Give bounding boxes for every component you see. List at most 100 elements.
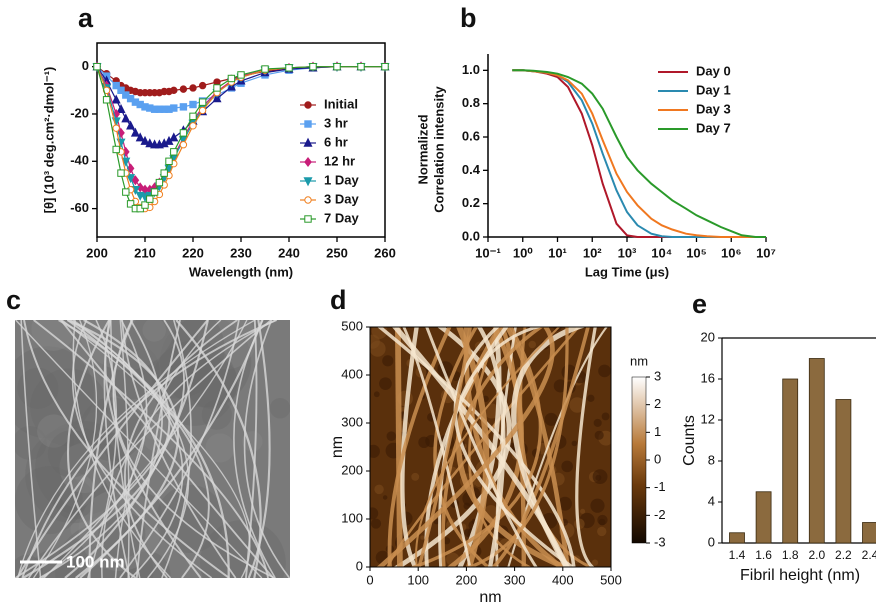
- x-tick-label: 100: [407, 572, 429, 587]
- texture: [571, 440, 578, 447]
- legend-label: Day 7: [696, 120, 731, 135]
- panel-label: e: [692, 289, 707, 319]
- y-axis-label: [θ] (10³ deg.cm²·dmol⁻¹): [41, 67, 56, 214]
- marker: [102, 96, 111, 104]
- marker: [130, 127, 140, 137]
- marker: [126, 120, 136, 130]
- legend-marker: [304, 156, 312, 168]
- fibril: [490, 327, 590, 567]
- marker: [212, 93, 222, 103]
- texture: [37, 414, 71, 448]
- x-tick-label: 400: [552, 572, 574, 587]
- texture: [598, 364, 611, 378]
- texture: [205, 433, 235, 463]
- texture: [561, 460, 573, 473]
- y-tick-label: 1.0: [462, 62, 480, 77]
- fibril: [417, 327, 472, 567]
- marker: [111, 94, 121, 104]
- x-tick-label: 250: [326, 245, 348, 260]
- legend-marker: [303, 177, 313, 187]
- fibril: [119, 320, 130, 578]
- marker: [141, 201, 149, 209]
- legend-label: Day 1: [696, 82, 731, 97]
- legend-label: Initial: [324, 96, 358, 111]
- fibril: [135, 320, 181, 578]
- legend-label: 7 Day: [324, 210, 359, 225]
- marker: [381, 62, 389, 71]
- series-line: [512, 69, 766, 238]
- fibril: [456, 327, 490, 567]
- x-tick-label: 210: [134, 245, 156, 260]
- texture: [591, 559, 599, 566]
- texture: [544, 412, 558, 426]
- marker: [135, 132, 145, 142]
- y-tick-label: 20: [701, 329, 715, 344]
- fibril: [425, 327, 538, 567]
- fibril: [15, 320, 263, 578]
- bar: [808, 358, 825, 544]
- legend-label: 3 Day: [324, 191, 359, 206]
- fibril: [575, 327, 597, 567]
- fibril: [121, 320, 237, 578]
- y-tick-label: 0.2: [462, 195, 480, 210]
- fibril: [243, 320, 290, 578]
- colorbar-tick-label: -2: [654, 507, 666, 522]
- scale-bar-label: 100 nm: [66, 552, 125, 571]
- texture: [594, 430, 604, 440]
- texture: [587, 394, 595, 402]
- texture: [590, 498, 605, 513]
- bar: [729, 532, 745, 544]
- marker: [285, 64, 293, 72]
- y-tick-label: 4: [708, 493, 715, 508]
- texture: [386, 431, 397, 442]
- series-line: [512, 69, 766, 238]
- marker: [198, 98, 207, 106]
- texture: [29, 549, 80, 578]
- texture: [370, 507, 379, 520]
- fibril: [22, 320, 171, 578]
- legend-marker: [304, 120, 312, 128]
- marker: [146, 195, 154, 203]
- marker: [179, 103, 188, 111]
- marker: [357, 62, 365, 71]
- marker: [189, 84, 197, 92]
- x-tick-label: 2.4: [862, 548, 876, 562]
- colorbar: [631, 376, 647, 544]
- texture: [373, 391, 380, 398]
- y-tick-label: 400: [341, 366, 363, 381]
- y-tick-label: 200: [341, 462, 363, 477]
- fibril: [66, 320, 210, 578]
- x-tick-label: 240: [278, 245, 300, 260]
- marker: [309, 62, 317, 71]
- fibril: [465, 327, 569, 567]
- legend-label: Day 0: [696, 63, 731, 78]
- marker: [170, 104, 178, 112]
- marker: [261, 65, 269, 73]
- x-tick-label: 220: [182, 245, 204, 260]
- fibril: [247, 320, 271, 578]
- marker: [112, 145, 120, 154]
- afm-frame: [369, 326, 612, 568]
- texture: [200, 519, 286, 578]
- y-tick-label: 12: [701, 411, 715, 426]
- x-tick-label: 10⁷: [756, 245, 776, 260]
- legend-label: 6 hr: [324, 134, 348, 149]
- fibril: [20, 320, 42, 578]
- marker: [131, 175, 140, 186]
- texture: [553, 379, 567, 393]
- colorbar-tick-label: 3: [654, 368, 661, 383]
- marker: [112, 81, 120, 90]
- texture: [528, 340, 537, 349]
- micrograph: [15, 320, 290, 578]
- marker: [170, 148, 178, 156]
- legend-marker: [304, 196, 312, 204]
- marker: [160, 169, 168, 177]
- fibril: [66, 320, 180, 578]
- fibril: [60, 320, 275, 578]
- marker: [213, 84, 221, 92]
- texture: [443, 537, 451, 545]
- y-tick-label: 0.8: [462, 95, 480, 110]
- y-axis-label: Counts: [681, 415, 698, 466]
- texture: [17, 367, 59, 409]
